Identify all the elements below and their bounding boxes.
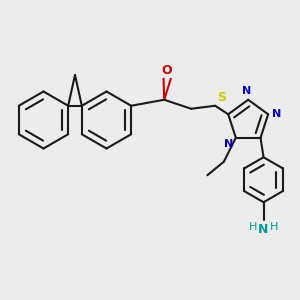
Text: N: N xyxy=(242,86,251,96)
Text: N: N xyxy=(258,223,269,236)
Text: H: H xyxy=(269,222,278,232)
Text: H: H xyxy=(249,222,257,232)
Text: N: N xyxy=(272,109,281,119)
Text: O: O xyxy=(162,64,172,77)
Text: N: N xyxy=(224,139,233,149)
Text: S: S xyxy=(217,91,226,104)
